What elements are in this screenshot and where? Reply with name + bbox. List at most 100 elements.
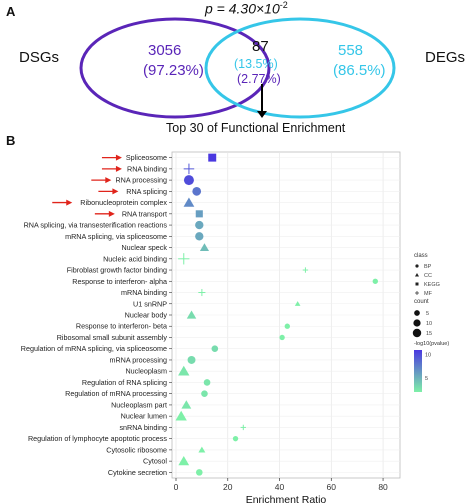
dsg-count: 3056 [148, 42, 182, 59]
data-point-bp [279, 334, 285, 341]
data-point-bp [284, 323, 290, 329]
term-label: U1 snRNP [133, 299, 167, 308]
red-arrow-head [115, 154, 122, 161]
data-point-bp [201, 390, 208, 397]
term-label: Nucleic acid binding [103, 254, 167, 263]
legend-class-title: class [414, 253, 428, 259]
term-label: Nucleoplasm [125, 367, 167, 376]
x-tick-label: 40 [275, 482, 285, 492]
legend-color-title: -log10(pvalue) [414, 341, 449, 347]
legend-class-label: MF [424, 291, 433, 297]
deg-percent: (86.5%) [333, 62, 386, 79]
term-label: RNA transport [122, 209, 167, 218]
term-label: Nuclear speck [121, 243, 167, 252]
data-point-cc [186, 310, 197, 319]
term-label: Nuclear lumen [121, 412, 167, 421]
p-value-exponent: -2 [279, 0, 288, 10]
dsgs-label: DSGs [19, 49, 60, 66]
p-value-text: p = 4.30×10 [205, 0, 280, 17]
term-label: Ribosomal small subunit assembly [57, 333, 168, 342]
data-point-cc [198, 446, 206, 453]
data-point-bp [195, 469, 203, 476]
degs-label: DEGs [425, 49, 466, 66]
overlap-percent-dsgs: (2.77%) [237, 72, 281, 86]
data-point-bp [195, 232, 204, 241]
data-point-bp [187, 355, 196, 364]
dsg-circle [79, 17, 271, 119]
legend-count-label: 10 [426, 321, 432, 327]
data-point-cc [175, 410, 187, 421]
legend-class-label: CC [424, 273, 432, 279]
term-label: RNA splicing, via transesterification re… [24, 221, 168, 230]
term-label: mRNA binding [121, 288, 167, 297]
term-label: Regulation of mRNA processing [65, 389, 167, 398]
data-point-cc [181, 400, 192, 409]
data-point-kegg [195, 210, 203, 218]
deg-circle [204, 17, 396, 119]
term-label: mRNA processing [109, 355, 167, 364]
x-tick-label: 80 [378, 482, 388, 492]
term-label: Cytokine secretion [108, 468, 167, 477]
legend-color-tick: 5 [425, 376, 428, 382]
term-label: Cytosolic ribosome [106, 445, 167, 454]
legend-color-tick: 10 [425, 353, 431, 359]
term-label: RNA binding [127, 164, 167, 173]
data-point-cc [178, 456, 190, 466]
legend-count-label: 15 [426, 331, 432, 337]
arrow-head [257, 111, 267, 118]
deg-count: 558 [338, 42, 364, 59]
term-label: RNA splicing [126, 187, 167, 196]
red-arrow-head [112, 188, 119, 195]
legend-count-dot [412, 328, 422, 338]
data-point-bp [211, 345, 219, 353]
data-point-bp [192, 186, 202, 196]
x-tick-label: 20 [223, 482, 233, 492]
overlap-count: 87 [252, 38, 269, 55]
term-label: Response to interferon- alpha [72, 277, 167, 286]
red-arrow-head [105, 177, 112, 184]
data-point-bp [372, 278, 378, 284]
data-point-bp [183, 175, 194, 186]
red-arrow-head [66, 199, 73, 206]
x-tick-label: 0 [174, 482, 179, 492]
data-point-cc [294, 301, 301, 306]
venn-diagram [79, 17, 396, 119]
legend-color-bar [414, 350, 422, 392]
dsg-percent: (97.23%) [143, 62, 204, 79]
term-label: Regulation of lymphocyte apoptotic proce… [28, 434, 167, 443]
term-label: Nucleoplasm part [111, 400, 167, 409]
panel-b-label: B [6, 133, 16, 148]
term-label: Response to interferon- beta [76, 322, 167, 331]
x-axis-label: Enrichment Ratio [246, 494, 327, 504]
data-point-kegg [208, 153, 217, 162]
data-point-cc [199, 243, 210, 252]
legend-count-dot [414, 310, 420, 316]
legend-class-cc [415, 273, 419, 277]
data-point-cc [178, 365, 190, 376]
term-label: Ribonucleoprotein complex [80, 198, 167, 207]
term-label: Fibroblast growth factor binding [67, 266, 167, 275]
legend-class-kegg [415, 282, 419, 286]
data-point-bp [203, 379, 211, 386]
legend-class-bp [415, 264, 419, 268]
legend-class-label: BP [424, 264, 432, 270]
term-label: Cytosol [143, 457, 167, 466]
legend-count-title: count [414, 299, 429, 305]
term-label: snRNA binding [119, 423, 167, 432]
data-point-bp [195, 220, 204, 230]
term-label: Nuclear body [125, 311, 168, 320]
legend-count-label: 5 [426, 311, 429, 317]
legend-class-label: KEGG [424, 282, 440, 288]
red-arrow-head [108, 210, 115, 217]
enrichment-caption: Top 30 of Functional Enrichment [166, 121, 346, 135]
red-arrow-head [115, 165, 122, 172]
term-label: mRNA splicing, via spliceosome [65, 232, 167, 241]
term-label: Spliceosome [126, 153, 167, 162]
data-point-cc [183, 197, 195, 207]
x-tick-label: 60 [327, 482, 337, 492]
term-label: Regulation of RNA splicing [82, 378, 167, 387]
p-value-label: p = 4.30×10-2 [205, 0, 288, 17]
panel-a-label: A [6, 4, 16, 19]
overlap-percent-degs: (13.5%) [234, 57, 278, 71]
